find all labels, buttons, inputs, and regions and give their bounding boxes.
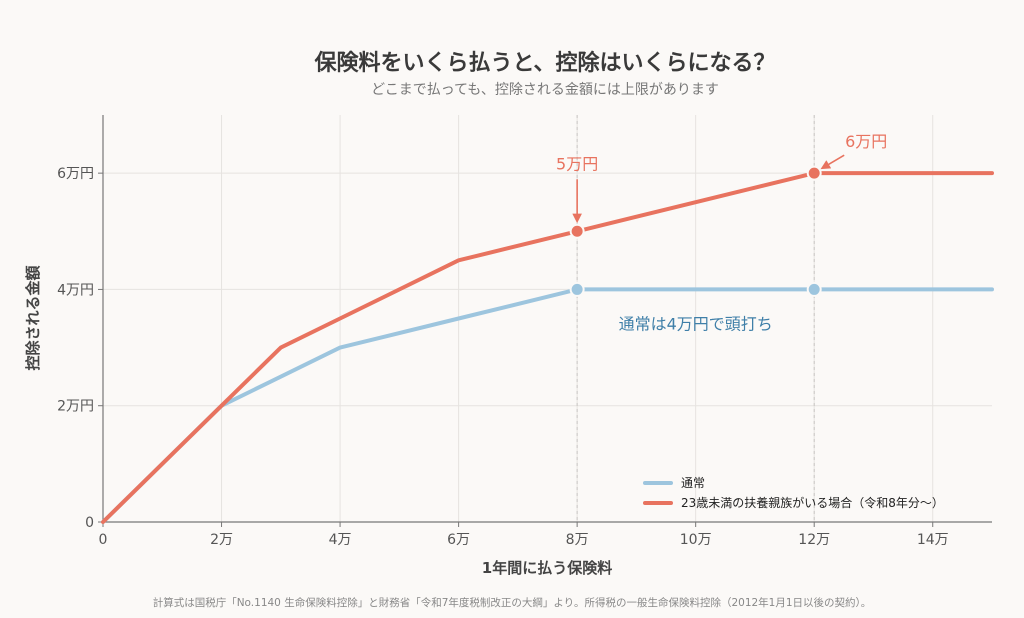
tick-labels: 0 2万 4万 6万 8万 10万 12万 14万 0 2万円 4万円 6万円 [57, 166, 949, 548]
annotation-5man: 5万円 [556, 154, 598, 173]
data-point-marker [569, 223, 585, 239]
x-tick-label: 6万 [447, 532, 470, 548]
x-tick-label: 0 [99, 532, 108, 548]
series-markers [569, 165, 822, 297]
x-tick-label: 2万 [210, 532, 233, 548]
chart-subtitle: どこまで払っても、控除される金額には上限があります [371, 82, 719, 98]
footnote: 計算式は国税庁「No.1140 生命保険料控除」と財務省「令和7年度税制改正の大… [153, 596, 872, 609]
gridlines [103, 115, 992, 522]
x-tick-label: 14万 [917, 532, 949, 548]
y-tick-label: 0 [85, 515, 94, 531]
annotation-6man: 6万円 [845, 132, 887, 151]
y-axis-title: 控除される金額 [24, 265, 42, 370]
data-point-marker [569, 281, 585, 297]
annotation-cap-note: 通常は4万円で頭打ち [619, 314, 773, 333]
x-tick-label: 10万 [680, 532, 712, 548]
x-tick-label: 4万 [329, 532, 352, 548]
y-tick-label: 4万円 [57, 282, 94, 298]
series-line-1 [101, 171, 994, 524]
legend-label-1: 23歳未満の扶養親族がいる場合（令和8年分〜） [681, 495, 944, 510]
data-point-marker [806, 165, 822, 181]
plot-area [103, 115, 992, 522]
annotation-arrow-6man [820, 154, 845, 170]
legend: 通常 23歳未満の扶養親族がいる場合（令和8年分〜） [643, 476, 944, 510]
y-tick-label: 2万円 [57, 399, 94, 415]
x-tick-label: 12万 [798, 532, 830, 548]
legend-label-0: 通常 [681, 476, 705, 490]
data-point-marker [806, 281, 822, 297]
x-axis-title: 1年間に払う保険料 [482, 559, 612, 577]
axes [102, 115, 992, 523]
y-tick-label: 6万円 [57, 166, 94, 182]
chart-title: 保険料をいくら払うと、控除はいくらになる？ [313, 50, 775, 76]
x-tick-label: 8万 [566, 532, 589, 548]
